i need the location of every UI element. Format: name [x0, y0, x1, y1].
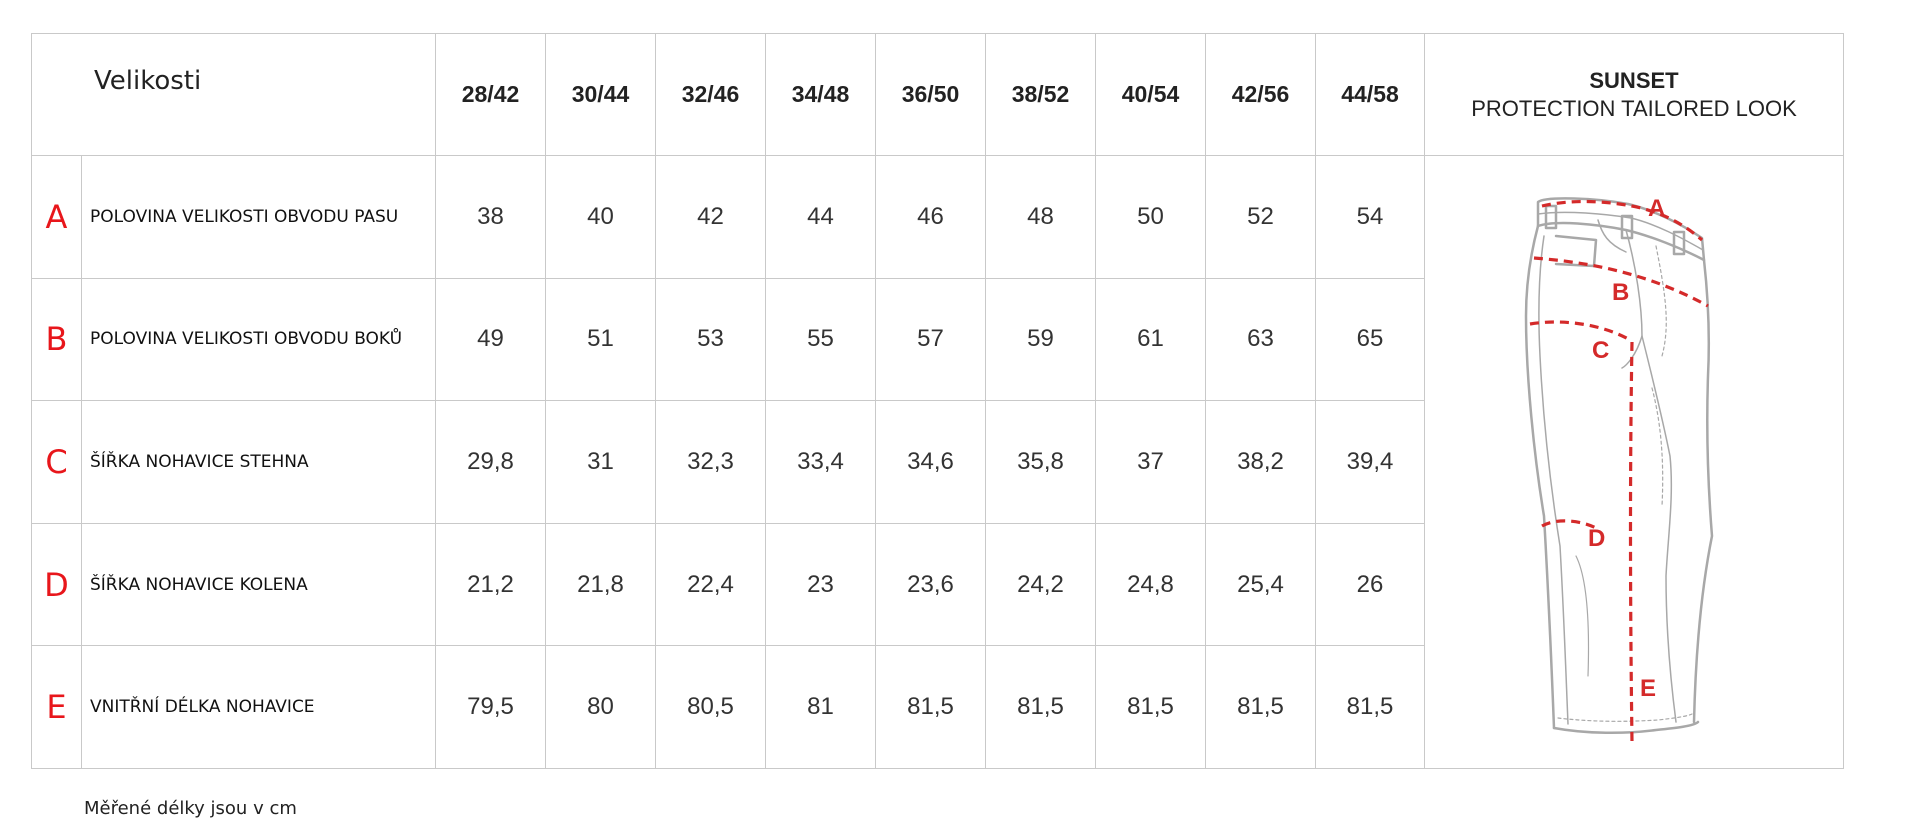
measurement-value: 23,6: [875, 522, 986, 647]
measurement-label: ŠÍŘKA NOHAVICE STEHNA: [81, 400, 436, 524]
measurement-value: 38: [435, 155, 546, 279]
measurement-label: POLOVINA VELIKOSTI OBVODU PASU: [81, 155, 436, 279]
size-column-header: 32/46: [655, 33, 766, 156]
measurement-letter: B: [45, 320, 68, 359]
illustration-marker-b: B: [1612, 279, 1629, 306]
size-column-header: 28/42: [435, 33, 546, 156]
measurement-value: 25,4: [1205, 522, 1316, 647]
sizes-header-label: Velikosti: [94, 66, 202, 96]
measurement-value: 37: [1095, 400, 1206, 524]
measurement-letter-cell: D: [31, 522, 82, 647]
measurement-value: 55: [765, 277, 876, 402]
illustration-marker-c: C: [1592, 337, 1609, 364]
measurement-value: 50: [1095, 155, 1206, 279]
measurement-value: 38,2: [1205, 400, 1316, 524]
illustration-marker-a: A: [1648, 195, 1665, 222]
measurement-value: 29,8: [435, 400, 546, 524]
measurement-value: 65: [1315, 277, 1425, 402]
sizes-header-cell: Velikosti: [31, 33, 436, 156]
size-column-header: 30/44: [545, 33, 656, 156]
product-subtitle: PROTECTION TAILORED LOOK: [1471, 95, 1797, 121]
measurement-value: 44: [765, 155, 876, 279]
measurement-value: 81,5: [1095, 645, 1206, 769]
measurement-letter: A: [45, 197, 68, 236]
illustration-marker-d: D: [1588, 525, 1605, 552]
measurement-value: 61: [1095, 277, 1206, 402]
table-row: B POLOVINA VELIKOSTI OBVODU BOKŮ 49 51 53 55 5…: [31, 277, 1844, 402]
measurement-value: 21,8: [545, 522, 656, 647]
measurement-value: 23: [765, 522, 876, 647]
measurement-letter-cell: C: [31, 400, 82, 524]
table-row: C ŠÍŘKA NOHAVICE STEHNA 29,8 31 32,3 33,4 34,6…: [31, 400, 1844, 524]
measurement-value: 24,8: [1095, 522, 1206, 647]
measurement-letter: D: [44, 565, 69, 604]
measurement-value: 81,5: [1205, 645, 1316, 769]
measurement-label: VNITŘNÍ DÉLKA NOHAVICE: [81, 645, 436, 769]
measurement-value: 42: [655, 155, 766, 279]
trousers-measurement-illustration: A B C D E: [1524, 195, 1713, 743]
measurement-value: 81,5: [1315, 645, 1425, 769]
measurement-value: 39,4: [1315, 400, 1425, 524]
measurement-value: 63: [1205, 277, 1316, 402]
measurement-value: 81,5: [985, 645, 1096, 769]
measurement-value: 57: [875, 277, 986, 402]
table-row: E VNITŘNÍ DÉLKA NOHAVICE 79,5 80 80,5 81 81,5 8…: [31, 645, 1844, 769]
size-column-header: 38/52: [985, 33, 1096, 156]
size-chart-table: Velikosti 28/42 30/44 32/46 34/48 36/50 …: [31, 33, 1844, 769]
size-column-header: 36/50: [875, 33, 986, 156]
measurement-value: 46: [875, 155, 986, 279]
measurement-value: 80: [545, 645, 656, 769]
measurement-value: 26: [1315, 522, 1425, 647]
units-footnote: Měřené délky jsou v cm: [84, 798, 297, 819]
measurement-value: 34,6: [875, 400, 986, 524]
measurement-value: 80,5: [655, 645, 766, 769]
measurement-value: 48: [985, 155, 1096, 279]
measurement-value: 81: [765, 645, 876, 769]
measurement-letter-cell: B: [31, 277, 82, 402]
measurement-value: 49: [435, 277, 546, 402]
measurement-letter: E: [46, 688, 67, 727]
measurement-label: POLOVINA VELIKOSTI OBVODU BOKŮ: [81, 277, 436, 402]
measurement-value: 51: [545, 277, 656, 402]
measurement-value: 35,8: [985, 400, 1096, 524]
measurement-value: 53: [655, 277, 766, 402]
product-name: SUNSET: [1589, 67, 1679, 93]
product-header-cell: SUNSET PROTECTION TAILORED LOOK: [1424, 33, 1844, 156]
measurement-value: 59: [985, 277, 1096, 402]
measurement-label: ŠÍŘKA NOHAVICE KOLENA: [81, 522, 436, 647]
measurement-value: 40: [545, 155, 656, 279]
illustration-marker-e: E: [1640, 675, 1656, 702]
measurement-value: 79,5: [435, 645, 546, 769]
measurement-value: 24,2: [985, 522, 1096, 647]
size-column-header: 42/56: [1205, 33, 1316, 156]
measurement-value: 81,5: [875, 645, 986, 769]
measurement-letter-cell: A: [31, 155, 82, 279]
measurement-value: 21,2: [435, 522, 546, 647]
trousers-illustration-cell: A B C D E: [1424, 155, 1844, 769]
measurement-letter-cell: E: [31, 645, 82, 769]
table-row: A POLOVINA VELIKOSTI OBVODU PASU 38 40 42 44 4…: [31, 155, 1844, 769]
measurement-value: 32,3: [655, 400, 766, 524]
measurement-letter: C: [45, 442, 68, 481]
table-row: D ŠÍŘKA NOHAVICE KOLENA 21,2 21,8 22,4 23 23,6…: [31, 522, 1844, 647]
measurement-value: 31: [545, 400, 656, 524]
size-column-header: 34/48: [765, 33, 876, 156]
measurement-value: 52: [1205, 155, 1316, 279]
measurement-value: 33,4: [765, 400, 876, 524]
measurement-value: 54: [1315, 155, 1425, 279]
size-column-header: 40/54: [1095, 33, 1206, 156]
table-header-row: Velikosti 28/42 30/44 32/46 34/48 36/50 …: [31, 33, 1844, 156]
measurement-value: 22,4: [655, 522, 766, 647]
size-column-header: 44/58: [1315, 33, 1425, 156]
